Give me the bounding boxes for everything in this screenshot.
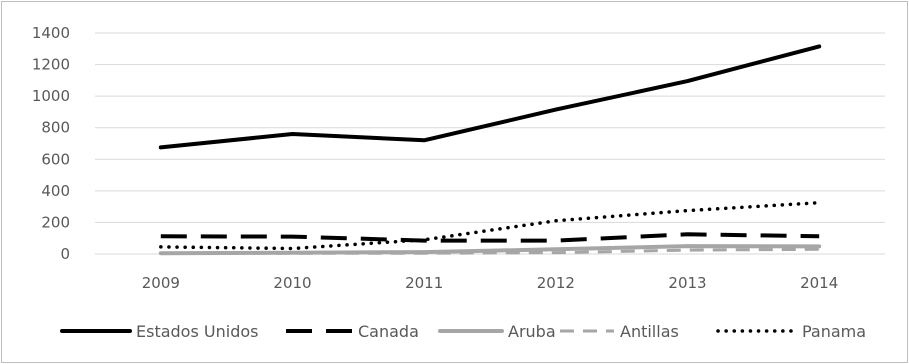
x-tick-label: 2014 (800, 274, 838, 292)
x-tick-label: 2011 (405, 274, 443, 292)
series-line-canada (160, 232, 820, 243)
y-tick-label: 400 (41, 182, 70, 200)
x-axis: 2009 2010 2011 2012 2013 2014 (142, 274, 839, 292)
y-axis: 0 200 400 600 800 1000 1200 1400 (32, 24, 70, 263)
y-tick-label: 1200 (32, 56, 70, 74)
legend-label: Aruba (508, 322, 556, 341)
legend-label: Estados Unidos (136, 322, 258, 341)
y-tick-label: 800 (41, 119, 70, 137)
series-line-estados-unidos (158, 44, 822, 150)
series-line-aruba (158, 244, 822, 256)
series-lines (158, 44, 822, 256)
x-tick-label: 2009 (142, 274, 180, 292)
y-tick-label: 1000 (32, 87, 70, 105)
x-tick-label: 2012 (537, 274, 575, 292)
y-tick-label: 200 (41, 213, 70, 231)
y-tick-label: 0 (60, 245, 70, 263)
x-tick-label: 2013 (668, 274, 706, 292)
legend-label: Antillas (620, 322, 679, 341)
legend: Estados Unidos Canada Aruba Antillas Panama (60, 322, 866, 341)
series-line-panama (159, 200, 821, 251)
y-tick-label: 1400 (32, 24, 70, 42)
legend-label: Panama (802, 322, 866, 341)
series-line-antillas (160, 247, 820, 255)
y-tick-label: 600 (41, 150, 70, 168)
legend-label: Canada (358, 322, 419, 341)
x-tick-label: 2010 (273, 274, 311, 292)
